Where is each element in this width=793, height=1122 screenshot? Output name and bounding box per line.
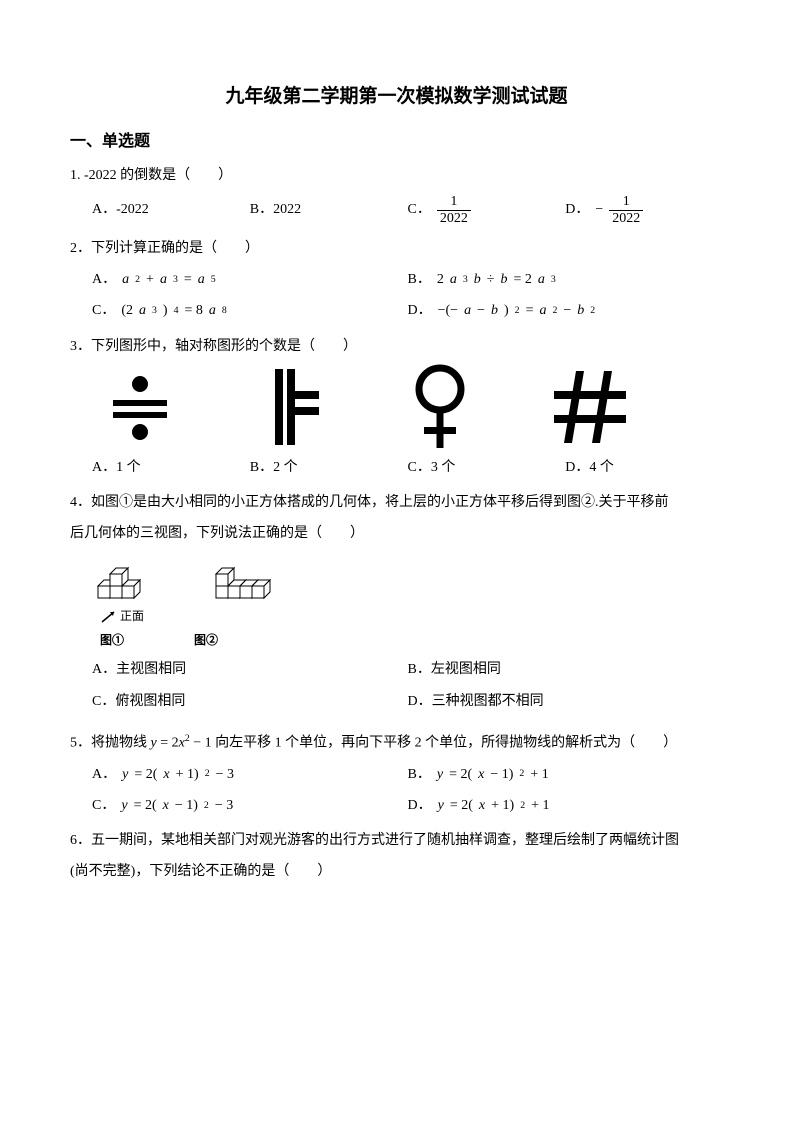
q2-text: 2．下列计算正确的是（ ） (70, 236, 723, 261)
q1-options: A．-2022 B．2022 C． 1 2022 D． − 1 2022 (92, 194, 723, 226)
q3-opt-c: C．3 个 (408, 455, 566, 480)
q2-opt-a: A． a2 + a3 = a5 (92, 267, 408, 292)
q3-opt-a: A．1 个 (92, 455, 250, 480)
symbol-1 (100, 367, 180, 447)
q6-text1: 6．五一期间，某地相关部门对观光游客的出行方式进行了随机抽样调查，整理后绘制了两… (70, 828, 723, 853)
q5-row1: A． y = 2(x + 1)2 − 3 B． y = 2(x − 1)2 + … (92, 762, 723, 787)
q4-options: A．主视图相同 C．俯视图相同 B．左视图相同 D．三种视图都不相同 (92, 657, 723, 719)
q5-opt-c: C． y = 2(x − 1)2 − 3 (92, 793, 408, 818)
q2-row2: C． (2a3)4 = 8a8 D． −(−a − b)2 = a2 − b2 (92, 298, 723, 323)
q1-opt-a: A．-2022 (92, 194, 250, 226)
q5-opt-d: D． y = 2(x + 1)2 + 1 (408, 793, 724, 818)
q3-opt-b: B．2 个 (250, 455, 408, 480)
q4-opt-c: C．俯视图相同 (92, 689, 408, 714)
q2-opt-c: C． (2a3)4 = 8a8 (92, 298, 408, 323)
figure-labels: 图① 图② (100, 630, 723, 652)
q1-opt-d: D． − 1 2022 (565, 194, 723, 226)
q6-text2: (尚不完整)，下列结论不正确的是（ ） (70, 859, 723, 884)
question-2: 2．下列计算正确的是（ ） A． a2 + a3 = a5 B． 2a3b ÷ … (70, 236, 723, 324)
figure-1 (92, 552, 170, 602)
q2-opt-d: D． −(−a − b)2 = a2 − b2 (408, 298, 724, 323)
q4-text1: 4．如图①是由大小相同的小正方体搭成的几何体，将上层的小正方体平移后得到图②.关… (70, 490, 723, 515)
q1-opt-c: C． 1 2022 (408, 194, 566, 226)
q4-opt-a: A．主视图相同 (92, 657, 408, 682)
question-3: 3．下列图形中，轴对称图形的个数是（ ） (70, 334, 723, 480)
q1-text: 1. -2022 的倒数是（ ） (70, 163, 723, 188)
symbol-3 (400, 367, 480, 447)
q4-opt-b: B．左视图相同 (408, 657, 724, 682)
page-title: 九年级第二学期第一次模拟数学测试试题 (70, 80, 723, 114)
q2-row1: A． a2 + a3 = a5 B． 2a3b ÷ b = 2a3 (92, 267, 723, 292)
q5-opt-a: A． y = 2(x + 1)2 − 3 (92, 762, 408, 787)
section-heading: 一、单选题 (70, 128, 723, 157)
fraction-d: 1 2022 (609, 194, 643, 226)
symbol-2 (250, 367, 330, 447)
symbol-4 (550, 367, 630, 447)
q3-options: A．1 个 B．2 个 C．3 个 D．4 个 (92, 455, 723, 480)
question-1: 1. -2022 的倒数是（ ） A．-2022 B．2022 C． 1 202… (70, 163, 723, 226)
front-face-label: 正面 (100, 606, 723, 628)
question-4: 4．如图①是由大小相同的小正方体搭成的几何体，将上层的小正方体平移后得到图②.关… (70, 490, 723, 720)
arrow-icon (100, 610, 118, 624)
q2-opt-b: B． 2a3b ÷ b = 2a3 (408, 267, 724, 292)
q3-symbols (100, 367, 723, 447)
figure-2 (210, 552, 300, 602)
q4-opt-d: D．三种视图都不相同 (408, 689, 724, 714)
question-6: 6．五一期间，某地相关部门对观光游客的出行方式进行了随机抽样调查，整理后绘制了两… (70, 828, 723, 884)
q5-text: 5．将抛物线 y = 2x2 − 1 向左平移 1 个单位，再向下平移 2 个单… (70, 730, 723, 756)
q1-opt-b: B．2022 (250, 194, 408, 226)
q4-text2: 后几何体的三视图，下列说法正确的是（ ） (70, 521, 723, 546)
q5-row2: C． y = 2(x − 1)2 − 3 D． y = 2(x + 1)2 + … (92, 793, 723, 818)
q3-text: 3．下列图形中，轴对称图形的个数是（ ） (70, 334, 723, 359)
fig1-label: 图① (100, 630, 124, 652)
fig2-label: 图② (194, 630, 218, 652)
q3-opt-d: D．4 个 (565, 455, 723, 480)
question-5: 5．将抛物线 y = 2x2 − 1 向左平移 1 个单位，再向下平移 2 个单… (70, 730, 723, 818)
cube-figures (92, 552, 723, 602)
fraction-c: 1 2022 (437, 194, 471, 226)
q5-opt-b: B． y = 2(x − 1)2 + 1 (408, 762, 724, 787)
